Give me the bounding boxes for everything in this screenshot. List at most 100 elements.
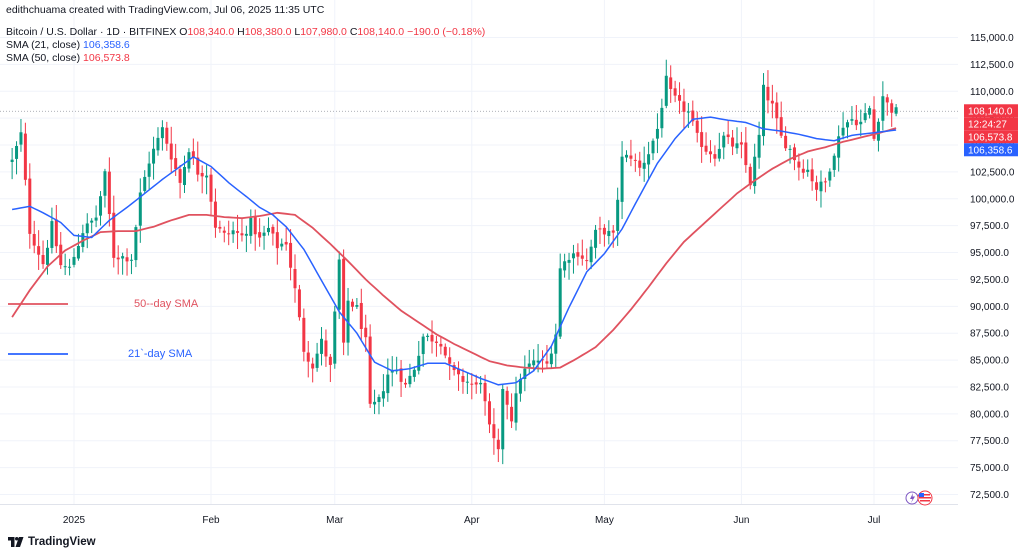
- candle-down: [439, 343, 443, 347]
- price-tick-label: 80,000.0: [970, 409, 1009, 420]
- candle-down: [271, 226, 275, 234]
- sma50-legend[interactable]: SMA (50, close) 106,573.8: [6, 52, 130, 64]
- price-axis[interactable]: 72,500.0 75,000.0 77,500.0 80,000.0 82,500.0…: [970, 33, 1015, 501]
- candle-down: [496, 439, 500, 450]
- candle-down: [218, 226, 222, 229]
- alert-icons[interactable]: [905, 490, 933, 506]
- candle-down: [350, 301, 354, 307]
- candle-up: [647, 154, 651, 165]
- candle-down: [430, 334, 434, 342]
- candle-down: [700, 132, 704, 147]
- candle-down: [541, 359, 545, 361]
- candle-up: [876, 121, 880, 141]
- candle-up: [143, 176, 147, 191]
- candle-down: [576, 252, 580, 257]
- candle-down: [510, 406, 514, 422]
- price-tick-label: 77,500.0: [970, 436, 1009, 447]
- candle-down: [169, 143, 173, 160]
- candle-down: [284, 241, 288, 245]
- tradingview-brand-text: TradingView: [28, 536, 96, 548]
- candle-down: [457, 368, 461, 375]
- candle-down: [611, 230, 615, 233]
- candle-up: [841, 127, 845, 136]
- candle-down: [885, 97, 889, 103]
- candle-down: [598, 228, 602, 230]
- candle-up: [262, 232, 266, 236]
- price-badge-bg: [964, 130, 1018, 144]
- time-tick-label: Jun: [733, 515, 749, 526]
- candle-down: [125, 257, 129, 262]
- candle-up: [594, 229, 598, 248]
- price-badge: 106,358.6: [964, 143, 1018, 157]
- candle-up: [894, 107, 898, 114]
- candle-up: [514, 393, 518, 423]
- candle-up: [717, 148, 721, 159]
- candle-down: [306, 352, 310, 362]
- sma50-legend-label: SMA (50, close): [6, 52, 81, 64]
- price-badge-bg: [964, 143, 1018, 157]
- candle-down: [399, 368, 403, 382]
- candle-down: [890, 103, 894, 113]
- candle-up: [45, 247, 49, 265]
- candle-down: [726, 134, 730, 138]
- candle-down: [359, 302, 363, 329]
- candle-up: [134, 227, 138, 261]
- candle-up: [664, 75, 668, 106]
- candle-up: [15, 145, 19, 159]
- candle-up: [527, 363, 531, 367]
- candle-up: [333, 311, 337, 364]
- candle-up: [607, 230, 611, 237]
- candle-down: [227, 233, 231, 235]
- candle-up: [355, 305, 359, 307]
- time-axis[interactable]: 2025 Feb Mar Apr May Jun Jul: [0, 504, 958, 527]
- candle-up: [523, 368, 527, 380]
- symbol-title[interactable]: Bitcoin / U.S. Dollar · 1D · BITFINEX: [6, 26, 177, 38]
- candle-down: [704, 145, 708, 152]
- price-badge-text: 108,140.0: [968, 106, 1013, 117]
- candle-down: [678, 95, 682, 101]
- candle-down: [708, 151, 712, 155]
- candle-down: [191, 151, 195, 158]
- candle-up: [868, 108, 872, 115]
- sma21-legend[interactable]: SMA (21, close) 106,358.6: [6, 39, 130, 51]
- candle-up: [625, 154, 628, 158]
- candle-down: [739, 142, 743, 145]
- candle-down: [585, 260, 589, 262]
- candle-down: [545, 361, 549, 364]
- ohlc-high-label: H: [237, 26, 245, 38]
- candle-down: [731, 137, 735, 147]
- candle-up: [417, 355, 421, 371]
- candle-down: [54, 219, 58, 247]
- candle-down: [633, 159, 637, 161]
- tradingview-brand[interactable]: TradingView: [8, 536, 96, 548]
- candle-up: [620, 156, 624, 202]
- candles-layer: [10, 59, 898, 465]
- price-tick-label: 75,000.0: [970, 463, 1009, 474]
- symbol-legend: Bitcoin / U.S. Dollar · 1D · BITFINEX O1…: [6, 26, 485, 38]
- candle-down: [872, 109, 876, 139]
- candle-down: [174, 158, 178, 170]
- candle-up: [651, 140, 655, 154]
- candle-up: [244, 233, 248, 236]
- candle-up: [183, 166, 186, 185]
- candle-up: [373, 401, 377, 405]
- candle-down: [629, 155, 633, 159]
- sma21-annotation: 21`-day SMA: [128, 348, 193, 360]
- candle-up: [90, 220, 94, 223]
- sma21-legend-label: SMA (21, close): [6, 39, 81, 51]
- flag-stripe-1: [920, 494, 930, 496]
- candle-up: [722, 135, 726, 148]
- candle-down: [779, 117, 783, 136]
- candle-down: [713, 154, 717, 159]
- candle-up: [735, 143, 739, 149]
- candle-down: [213, 201, 217, 228]
- candle-down: [41, 255, 45, 265]
- candle-up: [501, 388, 505, 450]
- candle-up: [589, 246, 593, 263]
- flag-canton: [919, 493, 924, 497]
- ohlc-high: 108,380.0: [244, 26, 292, 38]
- candle-up: [571, 253, 575, 259]
- price-tick-label: 115,000.0: [970, 33, 1014, 44]
- candle-down: [823, 181, 827, 183]
